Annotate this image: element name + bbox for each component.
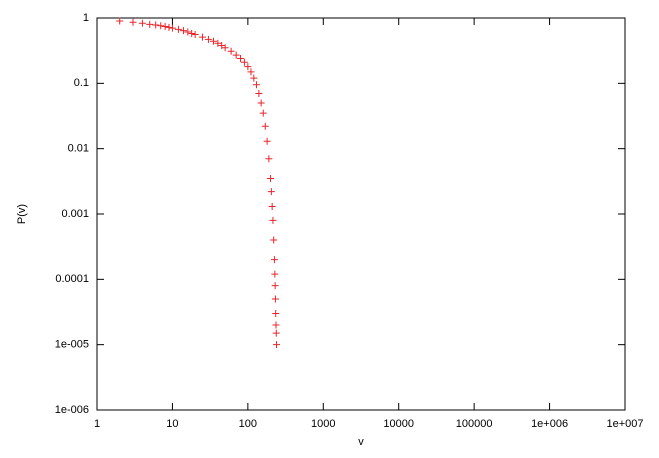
- y-axis-label: P(v): [16, 204, 28, 224]
- data-point: [240, 58, 248, 66]
- data-point: [269, 216, 277, 224]
- data-point: [157, 22, 165, 30]
- data-point: [221, 44, 229, 52]
- data-point: [265, 155, 273, 163]
- data-point: [209, 37, 217, 45]
- y-tick-label: 0.1: [74, 77, 89, 89]
- data-point: [161, 23, 169, 31]
- data-point: [261, 122, 269, 130]
- data-point: [152, 21, 160, 29]
- data-point: [165, 23, 173, 31]
- x-tick-label: 10: [166, 418, 178, 430]
- data-point: [198, 33, 206, 41]
- y-tick-label: 1e-006: [55, 404, 89, 416]
- plot-frame: [96, 17, 626, 411]
- data-point: [271, 295, 279, 303]
- data-point: [270, 236, 278, 244]
- data-point: [204, 35, 212, 43]
- y-tick-label: 1e-005: [55, 339, 89, 351]
- data-point: [168, 24, 176, 32]
- data-point: [252, 81, 260, 89]
- data-point: [188, 29, 196, 37]
- x-tick-label: 1000: [311, 418, 335, 430]
- data-point: [255, 89, 263, 97]
- data-point: [129, 18, 137, 26]
- data-point: [259, 109, 267, 117]
- y-tick-label: 0.0001: [55, 273, 89, 285]
- data-point: [267, 174, 275, 182]
- y-tick-label: 1: [83, 12, 89, 24]
- data-point: [179, 27, 187, 35]
- data-point: [191, 30, 199, 38]
- data-point: [146, 20, 154, 28]
- x-tick-label: 100000: [456, 418, 493, 430]
- data-point: [272, 329, 280, 337]
- data-point: [232, 51, 240, 59]
- data-point: [271, 282, 279, 290]
- data-point: [267, 188, 275, 196]
- data-point: [272, 309, 280, 317]
- x-tick-label: 100: [239, 418, 257, 430]
- x-axis-label: v: [358, 436, 364, 448]
- data-point: [237, 54, 245, 62]
- data-point: [268, 203, 276, 211]
- y-tick-label: 0.001: [61, 208, 89, 220]
- y-tick-label: 0.01: [68, 143, 89, 155]
- data-point: [227, 47, 235, 55]
- data-point: [271, 270, 279, 278]
- data-point: [138, 19, 146, 27]
- x-tick-label: 10000: [383, 418, 414, 430]
- data-point: [247, 68, 255, 76]
- x-tick-label: 1: [94, 418, 100, 430]
- data-point: [263, 137, 271, 145]
- data-point: [174, 25, 182, 33]
- data-point: [244, 63, 252, 71]
- data-point: [273, 341, 281, 349]
- data-point: [257, 99, 265, 107]
- data-point: [272, 321, 280, 329]
- data-point: [250, 74, 258, 82]
- x-tick-label: 1e+006: [531, 418, 568, 430]
- data-point: [116, 17, 124, 25]
- x-tick-label: 1e+007: [606, 418, 643, 430]
- data-point: [214, 39, 222, 47]
- data-point: [270, 256, 278, 264]
- data-point: [184, 28, 192, 36]
